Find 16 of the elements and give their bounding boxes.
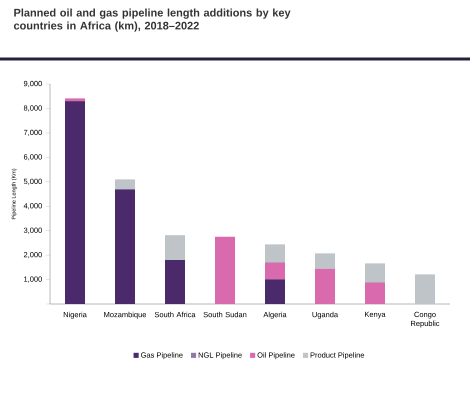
bar (265, 262, 285, 280)
bar (365, 263, 385, 282)
bar (65, 98, 86, 102)
bar (215, 236, 235, 304)
bar (115, 179, 136, 190)
bar (265, 244, 285, 262)
chart-title: Planned oil and gas pipeline length additions by key countries in Africa (km), 2018–2022 (14, 8, 291, 32)
bar (315, 268, 335, 304)
bar (65, 101, 86, 304)
bar (365, 282, 385, 304)
bar (415, 274, 435, 304)
bar (315, 253, 335, 269)
bar (165, 260, 186, 304)
bar (265, 279, 285, 304)
bar (165, 235, 186, 260)
bar (115, 189, 136, 304)
